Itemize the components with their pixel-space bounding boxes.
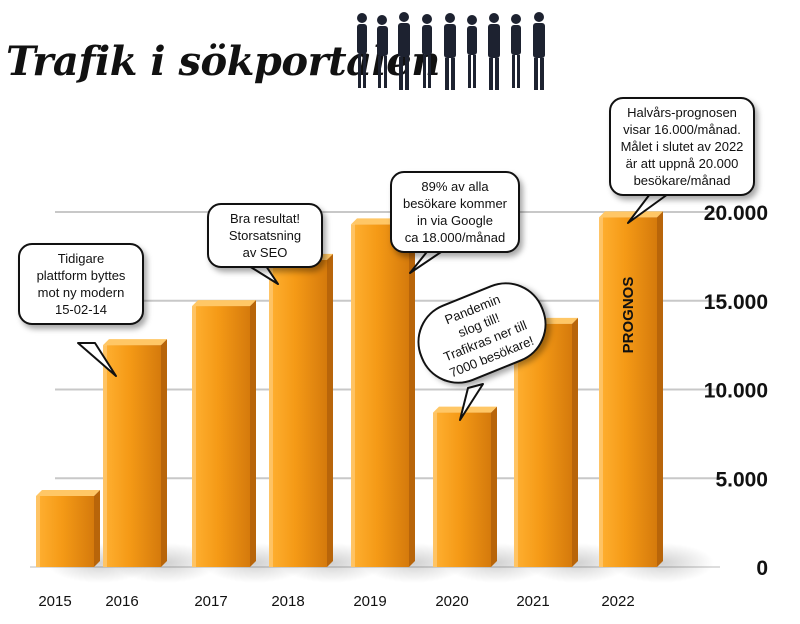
x-tick-label: 2017 <box>194 593 227 610</box>
bar-label: PROGNOS <box>620 277 637 354</box>
annotation-bubble-2016: Tidigare plattform byttes mot ny modern … <box>18 243 144 325</box>
person-silhouette <box>533 12 545 90</box>
bar-2019 <box>351 218 415 568</box>
bar-2015 <box>36 490 100 567</box>
x-tick-label: 2020 <box>435 593 468 610</box>
person-silhouette <box>398 12 410 90</box>
business-people-illustration <box>357 12 545 90</box>
bubble-pointer <box>77 342 117 377</box>
person-silhouette <box>511 14 521 88</box>
chart-title: Trafik i sökportalen <box>6 38 440 85</box>
x-tick-label: 2015 <box>38 593 71 610</box>
y-tick-label: 20.000 <box>704 202 768 225</box>
annotation-bubble-2022: Halvårs-prognosen visar 16.000/månad. Må… <box>609 97 755 196</box>
y-tick-label: 15.000 <box>704 291 768 314</box>
x-tick-label: 2019 <box>353 593 386 610</box>
x-tick-label: 2016 <box>105 593 138 610</box>
y-tick-label: 0 <box>756 557 768 580</box>
bars: PROGNOS <box>36 211 663 568</box>
x-tick-label: 2018 <box>271 593 304 610</box>
bar-2018 <box>269 253 333 568</box>
bubble-pointers <box>77 193 669 421</box>
person-silhouette <box>357 13 367 88</box>
x-axis-labels: 2015 2016 2017 2018 2019 2020 2021 2022 <box>38 593 634 610</box>
person-silhouette <box>377 15 388 88</box>
bar-2017 <box>192 300 256 567</box>
bar-2020 <box>433 406 497 567</box>
x-tick-label: 2021 <box>516 593 549 610</box>
bar-2016 <box>103 339 167 567</box>
annotation-bubble-2018: Bra resultat! Storsatsning av SEO <box>207 203 323 268</box>
bar-2022 <box>599 211 663 567</box>
person-silhouette <box>444 13 456 90</box>
person-silhouette <box>488 13 500 90</box>
bubble-pointer <box>459 383 484 421</box>
annotation-bubble-2019: 89% av alla besökare kommer in via Googl… <box>390 171 520 253</box>
person-silhouette <box>467 15 477 88</box>
bar-2021 <box>514 317 578 567</box>
x-tick-label: 2022 <box>601 593 634 610</box>
y-tick-label: 10.000 <box>704 380 768 403</box>
y-axis-ticks: 0 5.000 10.000 15.000 20.000 <box>704 202 768 580</box>
person-silhouette <box>422 14 432 88</box>
y-tick-label: 5.000 <box>715 468 768 491</box>
